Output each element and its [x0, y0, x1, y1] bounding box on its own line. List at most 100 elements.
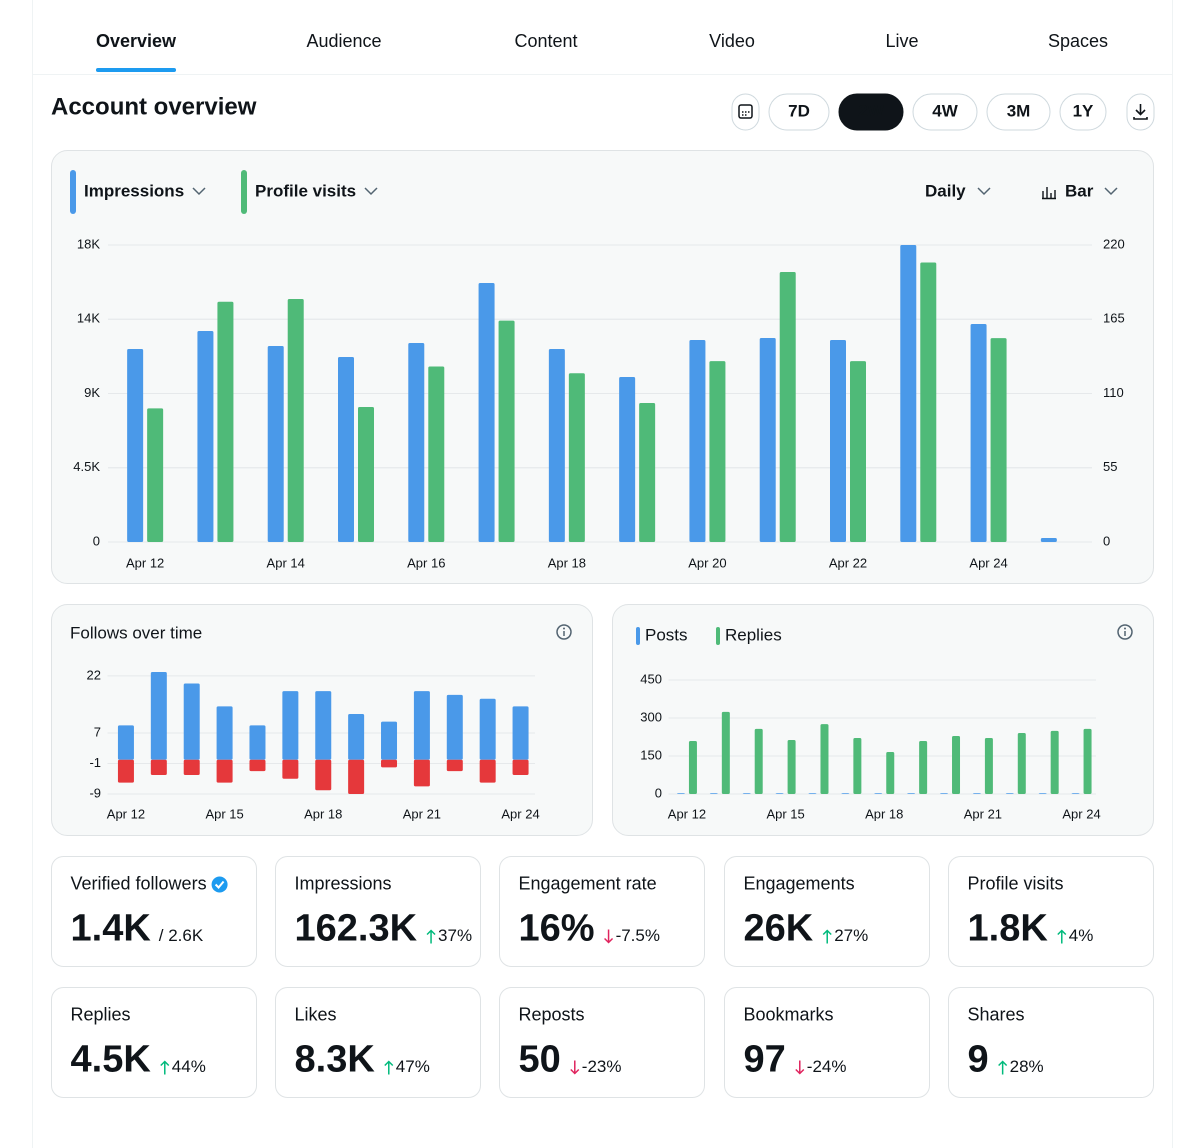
interval-select[interactable]: Daily [925, 181, 966, 200]
bar [742, 793, 751, 794]
bar [1050, 730, 1059, 794]
bar [216, 759, 233, 783]
bar [721, 711, 730, 794]
metric-card [275, 856, 481, 967]
bar [315, 691, 332, 760]
bar [920, 262, 937, 542]
bar [249, 725, 266, 760]
x-tick-label: Apr 18 [548, 555, 586, 570]
chevron [1104, 187, 1118, 196]
metric-value: 97 [744, 1039, 786, 1081]
legend-label[interactable]: Impressions [84, 181, 184, 200]
metric-label: Reposts [519, 1004, 585, 1024]
bar [479, 698, 496, 760]
y-tick-label: 165 [1103, 311, 1125, 326]
bar [779, 272, 796, 542]
bar [117, 759, 134, 783]
x-tick-label: Apr 12 [107, 806, 145, 821]
download-icon [1133, 104, 1148, 120]
y-tick-label: 0 [93, 533, 100, 548]
bar [315, 759, 332, 791]
bar [830, 340, 846, 542]
bar [512, 759, 529, 775]
tab[interactable]: Spaces [1048, 31, 1108, 51]
bar [853, 738, 862, 794]
bar-style-icon [1042, 187, 1056, 200]
x-tick-label: Apr 15 [205, 806, 243, 821]
range-button[interactable] [912, 93, 978, 131]
main-chart-panel [51, 150, 1154, 584]
y-tick-label: -1 [89, 755, 101, 770]
info-icon[interactable] [556, 624, 572, 640]
bar [689, 340, 706, 542]
metric-total: / 2.6K [159, 926, 204, 945]
bar [408, 343, 425, 542]
bar [1083, 728, 1092, 794]
up-arrow [822, 929, 832, 944]
tab[interactable]: Content [514, 31, 577, 51]
chart-style-select[interactable]: Bar [1065, 181, 1094, 200]
bar [886, 751, 895, 794]
legend-swatch [636, 627, 640, 645]
x-tick-label: Apr 24 [501, 806, 539, 821]
y-tick-label: 14K [77, 311, 100, 326]
bar [413, 759, 430, 787]
metric-change: -7.5% [616, 926, 660, 945]
bar [619, 377, 636, 542]
metric-value: 1.4K [71, 908, 152, 950]
info-icon[interactable] [1117, 624, 1133, 640]
range-button[interactable] [768, 93, 830, 131]
legend-label[interactable]: Profile visits [255, 181, 356, 200]
down-arrow [570, 1060, 580, 1075]
y-tick-label: 55 [1103, 459, 1117, 474]
down-arrow [604, 929, 614, 944]
metric-change: 44% [172, 1057, 206, 1076]
range-label: 2W [858, 101, 884, 120]
bar [841, 793, 850, 794]
bar [478, 282, 495, 542]
bar [639, 402, 656, 542]
bar [1071, 793, 1080, 794]
bar [413, 691, 430, 760]
y-tick-label: 7 [94, 724, 101, 739]
bar [446, 759, 463, 772]
posts-panel [612, 604, 1154, 836]
x-tick-label: Apr 18 [865, 806, 903, 821]
verified-check [214, 880, 225, 889]
tab[interactable]: Overview [96, 31, 177, 51]
bar [498, 320, 515, 542]
tab[interactable]: Live [885, 31, 918, 51]
bar [183, 683, 200, 760]
x-tick-label: Apr 24 [969, 555, 1007, 570]
metric-value: 4.5K [71, 1039, 152, 1081]
metric-card [499, 856, 705, 967]
bar [688, 741, 697, 794]
bar [759, 338, 776, 542]
tab[interactable]: Video [709, 31, 755, 51]
metric-label: Replies [71, 1004, 131, 1024]
metric-value: 50 [519, 1039, 561, 1081]
y-tick-label: 0 [1103, 533, 1110, 548]
tab[interactable]: Audience [306, 31, 381, 51]
up-arrow [998, 1060, 1008, 1075]
x-tick-label: Apr 20 [688, 555, 726, 570]
metric-value: 16% [519, 908, 595, 950]
metric-label: Bookmarks [744, 1004, 834, 1024]
info-icon-dot [1124, 627, 1126, 630]
bar [479, 759, 496, 783]
legend-swatch [70, 170, 76, 214]
range-button[interactable] [838, 93, 904, 131]
bar [808, 793, 817, 794]
bar [216, 706, 233, 760]
x-tick-label: Apr 15 [766, 806, 804, 821]
x-tick-label: Apr 12 [668, 806, 706, 821]
metric-card [724, 987, 930, 1098]
bar [348, 759, 365, 794]
metric-card [51, 856, 257, 967]
range-button[interactable] [1059, 93, 1107, 131]
bar [919, 741, 928, 794]
bar [287, 299, 304, 542]
range-button[interactable] [986, 93, 1051, 131]
bar [348, 713, 365, 760]
panel-title: Follows over time [70, 623, 202, 642]
